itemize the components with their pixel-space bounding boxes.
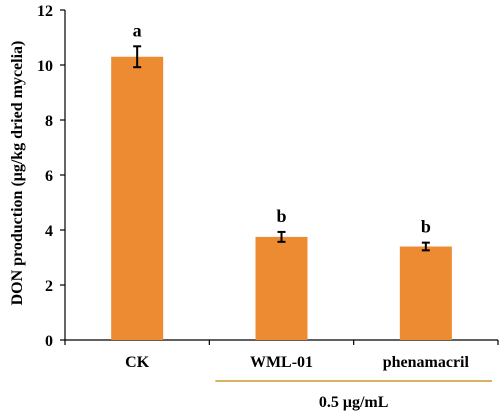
category-label: WML-01 [250, 354, 313, 371]
bars [111, 56, 452, 340]
significance-labels: a b b [133, 20, 431, 236]
y-tick-label: 4 [45, 223, 53, 240]
group-label: 0.5 μg/mL [319, 394, 389, 411]
category-labels: CK WML-01 phenamacril [125, 354, 469, 371]
category-label: CK [125, 354, 150, 371]
significance-label: b [276, 206, 286, 226]
category-label: phenamacril [383, 354, 470, 371]
significance-label: b [421, 217, 431, 237]
y-tick-label: 12 [37, 3, 53, 20]
y-tick-label: 10 [37, 58, 53, 75]
bar [111, 56, 164, 340]
y-axis: 0 2 4 6 8 10 12 [37, 3, 66, 350]
y-tick-label: 0 [45, 333, 53, 350]
significance-label: a [133, 20, 142, 40]
bar [399, 246, 452, 340]
error-bars [133, 45, 430, 252]
y-tick-label: 8 [45, 113, 53, 130]
y-tick-label: 6 [45, 168, 53, 185]
bar [255, 236, 308, 340]
x-axis [64, 339, 499, 345]
y-axis-label: DON production (μg/kg dried mycelia) [9, 41, 26, 306]
y-tick-label: 2 [45, 278, 53, 295]
